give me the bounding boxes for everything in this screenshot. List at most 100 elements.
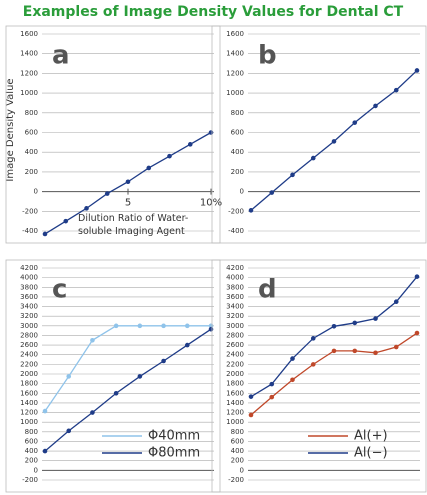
y-tick-label: 200 [231, 457, 244, 465]
y-tick-label: 200 [25, 457, 38, 465]
y-tick-label: 1000 [226, 89, 244, 97]
y-tick-label: 800 [25, 109, 38, 117]
y-tick-label: 4200 [20, 264, 38, 272]
y-tick-label: 2800 [226, 331, 244, 339]
data-point [113, 390, 119, 396]
data-point [113, 323, 119, 329]
panel-label: d [258, 275, 277, 305]
y-tick-label: 3200 [20, 312, 38, 320]
data-point [161, 323, 166, 329]
legend-label: Al(+) [354, 429, 388, 444]
y-tick-label: 400 [25, 447, 38, 455]
y-tick-label: 600 [25, 437, 38, 445]
y-tick-label: 1400 [226, 50, 244, 58]
y-tick-label: 2200 [226, 360, 244, 368]
data-point [393, 344, 399, 350]
data-point [310, 362, 316, 367]
data-point [161, 358, 166, 364]
y-tick-label: 1400 [20, 399, 38, 407]
data-point [184, 342, 190, 348]
data-point [63, 218, 69, 224]
data-point [146, 165, 152, 171]
y-tick-label: 2400 [20, 351, 38, 359]
y-tick-label: 600 [25, 129, 38, 137]
y-tick-label: 4000 [20, 274, 38, 282]
y-tick-label: 1000 [20, 418, 38, 426]
y-tick-label: 0 [34, 466, 38, 474]
y-tick-label: 2000 [20, 370, 38, 378]
data-point [269, 190, 275, 195]
y-tick-label: 1400 [226, 399, 244, 407]
y-tick-label: 3200 [226, 312, 244, 320]
data-point [208, 130, 214, 135]
data-point [187, 142, 193, 147]
panel-label: a [52, 41, 70, 71]
y-tick-label: 2600 [20, 341, 38, 349]
y-tick-label: 1800 [20, 380, 38, 388]
data-point [393, 87, 399, 93]
y-tick-label: 1600 [226, 30, 244, 38]
y-tick-label: -200 [22, 476, 38, 484]
data-point [352, 120, 358, 125]
y-tick-label: 1000 [20, 89, 38, 97]
data-point [290, 377, 295, 383]
data-point [248, 412, 254, 418]
data-point [208, 326, 214, 332]
y-tick-label: 2600 [226, 341, 244, 349]
data-point [137, 323, 143, 329]
y-tick-label: 0 [240, 188, 244, 196]
y-tick-label: 200 [25, 168, 38, 176]
data-point [331, 324, 337, 329]
data-point [373, 350, 378, 356]
data-point [137, 374, 143, 379]
y-tick-label: 1600 [20, 30, 38, 38]
figure-title: Examples of Image Density Values for Den… [23, 4, 404, 20]
y-axis-label: Image Density Value [5, 78, 16, 181]
y-tick-label: 800 [231, 109, 244, 117]
data-point [90, 337, 95, 343]
data-point [66, 374, 72, 379]
y-tick-label: 4000 [226, 274, 244, 282]
panel-label: c [52, 275, 67, 305]
y-tick-label: 1200 [20, 409, 38, 417]
x-axis-label: Dilution Ratio of Water- [78, 213, 188, 224]
y-tick-label: 1600 [226, 389, 244, 397]
y-tick-label: 1200 [226, 69, 244, 77]
y-tick-label: 2400 [226, 351, 244, 359]
y-tick-label: -400 [22, 227, 38, 235]
y-tick-label: -400 [228, 227, 244, 235]
data-point [42, 448, 48, 454]
y-tick-label: -200 [22, 207, 38, 215]
y-tick-label: 3400 [226, 303, 244, 311]
y-tick-label: 0 [240, 466, 244, 474]
y-tick-label: -200 [228, 476, 244, 484]
y-tick-label: 3000 [20, 322, 38, 330]
x-axis-label: soluble Imaging Agent [78, 226, 185, 237]
data-point [414, 274, 420, 279]
y-tick-label: 2000 [226, 370, 244, 378]
data-point [84, 206, 89, 211]
y-tick-label: 800 [231, 428, 244, 436]
data-point [331, 139, 337, 144]
data-point [269, 394, 275, 400]
data-point [269, 381, 275, 387]
y-tick-label: 3400 [20, 303, 38, 311]
panel-frame [211, 259, 427, 493]
y-tick-label: 400 [231, 148, 244, 156]
y-tick-label: 3800 [226, 283, 244, 291]
data-point [414, 330, 420, 336]
data-point [352, 320, 358, 326]
y-tick-label: 0 [34, 188, 38, 196]
y-tick-label: 3600 [226, 293, 244, 301]
y-tick-label: 2200 [20, 360, 38, 368]
y-tick-label: 800 [25, 428, 38, 436]
y-tick-label: 1800 [226, 380, 244, 388]
y-tick-label: 1200 [20, 69, 38, 77]
y-tick-label: 3000 [226, 322, 244, 330]
data-point [414, 68, 420, 73]
data-point [42, 231, 48, 237]
data-point [310, 155, 316, 161]
y-tick-label: 600 [231, 437, 244, 445]
series-line [44, 325, 211, 412]
data-point [90, 410, 95, 415]
